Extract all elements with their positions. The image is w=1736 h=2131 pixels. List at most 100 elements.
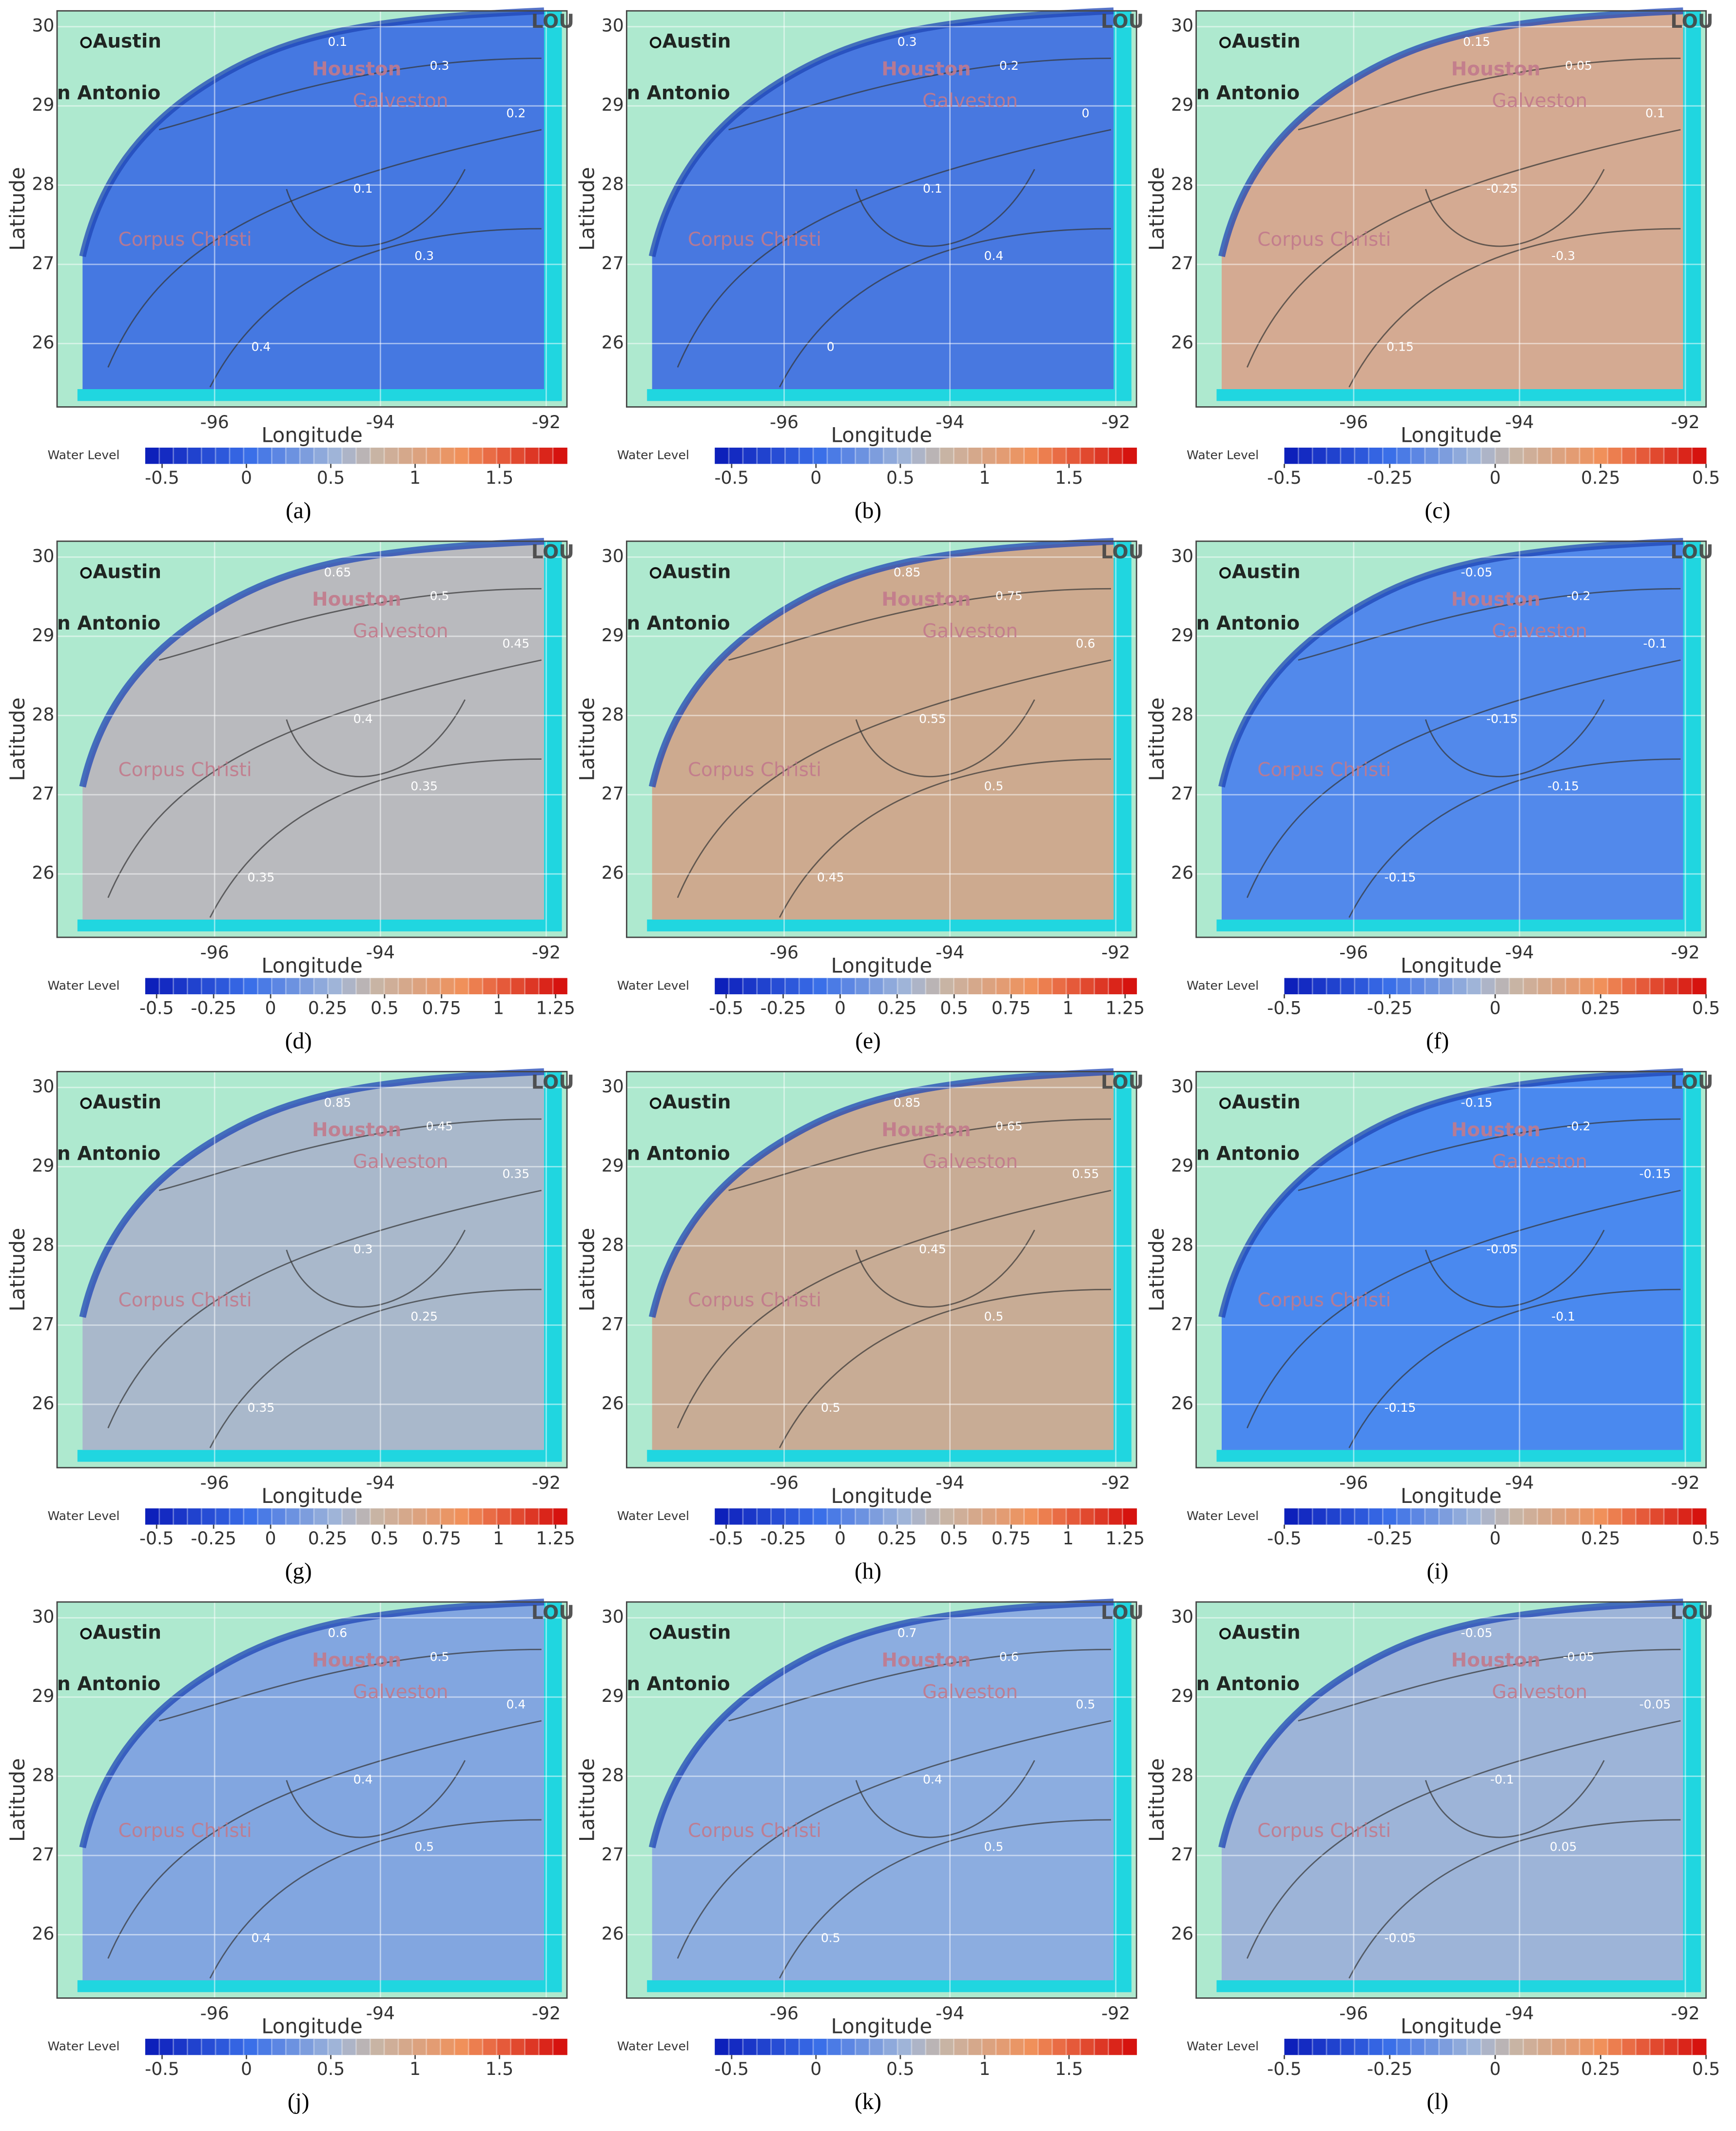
colorbar-step [883, 447, 898, 464]
colorbar-step [201, 2038, 216, 2055]
contour-label: 0.4 [506, 1697, 526, 1711]
y-axis-title: Latitude [1145, 167, 1169, 251]
colorbar-step [1523, 978, 1538, 994]
place-label: Galveston [353, 1151, 449, 1173]
colorbar-tick-label: 0 [241, 467, 252, 488]
contour-line [209, 1288, 542, 1448]
colorbar-step [173, 978, 188, 994]
y-axis-title: Latitude [5, 167, 29, 251]
colorbar-step [1664, 978, 1678, 994]
colorbar-step [342, 1508, 357, 1525]
colorbar-step [785, 447, 800, 464]
colorbar-step [1312, 2038, 1327, 2055]
place-label: Galveston [353, 90, 449, 112]
water [1683, 1071, 1701, 1462]
panel-label: (e) [855, 1028, 880, 1054]
colorbar-step [426, 2038, 441, 2055]
x-axis-title: Longitude [261, 953, 363, 977]
colorbar-step [1052, 2038, 1067, 2055]
colorbar-step [510, 447, 526, 464]
axes-frame [56, 1071, 568, 1469]
colorbar-tick-label: 0 [1490, 467, 1501, 488]
colorbar-step [827, 1508, 842, 1525]
colorbar-step [356, 1508, 371, 1525]
place-label: LOU [1101, 1602, 1144, 1624]
colorbar-step [1692, 1508, 1707, 1525]
place-label: Galveston [922, 1151, 1018, 1173]
colorbar-step [1467, 1508, 1482, 1525]
place-label: n Antonio [1196, 1143, 1300, 1165]
panel: -96 -94 -92 26 27 28 29 30 Austin n Antonio Housto… [575, 7, 1144, 523]
y-tick-label: 26 [1171, 862, 1193, 883]
axes-frame [1195, 1601, 1707, 1999]
colorbar-step [1326, 978, 1341, 994]
colorbar-step [1094, 978, 1109, 994]
colorbar-step [1551, 978, 1566, 994]
contour-line [1424, 1229, 1605, 1308]
place-label: LOU [531, 541, 574, 563]
panel: -96 -94 -92 26 27 28 29 30 Austin n Antonio Housto… [1145, 537, 1720, 1054]
panel-label: (c) [1425, 498, 1450, 523]
colorbar-step [1607, 978, 1622, 994]
panel-label: (g) [285, 1559, 312, 1584]
colorbar-step [827, 447, 842, 464]
colorbar-step [982, 447, 996, 464]
water [544, 1602, 562, 1993]
colorbar-step [384, 2038, 399, 2055]
y-tick-label: 26 [602, 332, 624, 353]
colorbar-step [1593, 978, 1608, 994]
colorbar-title: Water Level [48, 2039, 120, 2053]
colorbar-step [1692, 2038, 1707, 2055]
colorbar-step [1326, 2038, 1341, 2055]
colorbar-tick-label: 1.25 [1106, 998, 1145, 1019]
contour-label: 0.5 [1076, 1697, 1095, 1711]
colorbar-step [1481, 447, 1496, 464]
colorbar-step [454, 447, 469, 464]
x-tick-label: -94 [1505, 412, 1534, 433]
contour-line [209, 228, 542, 388]
y-axis-title: Latitude [1145, 1228, 1169, 1312]
colorbar-step [398, 2038, 413, 2055]
colorbar-tick-label: 0 [265, 998, 276, 1019]
colorbar-tick-label: 1.5 [486, 2058, 514, 2079]
colorbar-step [742, 1508, 758, 1525]
colorbar-step [412, 978, 427, 994]
place-label: Houston [1451, 589, 1541, 611]
colorbar-step [827, 2038, 842, 2055]
contour-label: 0.4 [984, 249, 1004, 263]
colorbar-step [1080, 978, 1095, 994]
colorbar-step [1368, 1508, 1384, 1525]
colorbar-step [954, 978, 969, 994]
contour-label: -0.25 [1486, 181, 1518, 196]
place-label: LOU [531, 11, 574, 33]
contour-label: 0.65 [324, 565, 351, 579]
panel-label: (l) [1426, 2089, 1448, 2114]
colorbar-step [468, 978, 483, 994]
colorbar-tick-label: 1 [979, 467, 990, 488]
colorbar-step [1551, 2038, 1566, 2055]
contour-label: 0.55 [1072, 1167, 1099, 1181]
x-tick-label: -94 [1505, 1472, 1534, 1493]
colorbar-step [159, 978, 174, 994]
colorbar-step [468, 1508, 483, 1525]
colorbar-step [1411, 1508, 1425, 1525]
colorbar-step [1495, 2038, 1510, 2055]
colorbar-tick-label: 0.75 [992, 998, 1031, 1019]
colorbar-step [1580, 978, 1594, 994]
place-label: Corpus Christi [1257, 1820, 1391, 1842]
colorbar-step [1397, 1508, 1411, 1525]
colorbar-step [1066, 2038, 1081, 2055]
contour-label: 0.1 [353, 181, 373, 196]
colorbar-step [1607, 2038, 1622, 2055]
colorbar-step [897, 978, 912, 994]
colorbar-step [757, 978, 772, 994]
colorbar-step [757, 2038, 772, 2055]
contour-label: 0.85 [894, 1095, 921, 1109]
colorbar-step [925, 1508, 940, 1525]
colorbar-step [342, 978, 357, 994]
colorbar-title: Water Level [1187, 1509, 1259, 1523]
colorbar-step [229, 1508, 244, 1525]
place-label: n Antonio [626, 1673, 730, 1695]
y-axis-title: Latitude [575, 167, 599, 251]
colorbar-tick-label: 0.5 [886, 2058, 915, 2079]
